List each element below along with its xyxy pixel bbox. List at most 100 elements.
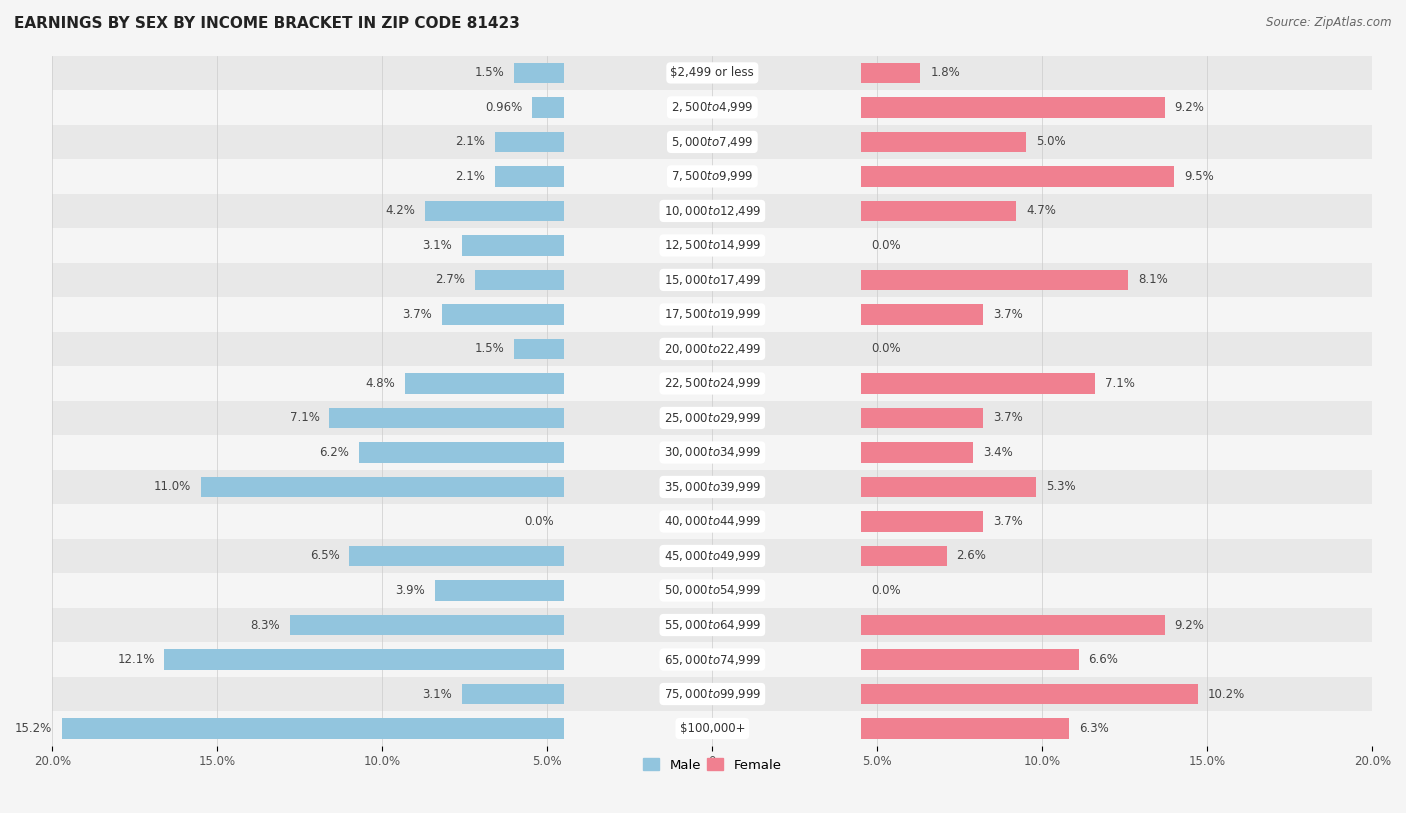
Bar xyxy=(441,304,564,325)
Bar xyxy=(52,676,1372,711)
Bar xyxy=(860,546,946,567)
Bar xyxy=(201,476,564,498)
Text: $50,000 to $54,999: $50,000 to $54,999 xyxy=(664,584,761,598)
Text: 5.3%: 5.3% xyxy=(1046,480,1076,493)
Bar xyxy=(860,649,1078,670)
Text: $10,000 to $12,499: $10,000 to $12,499 xyxy=(664,204,761,218)
Bar xyxy=(860,684,1198,704)
Text: 6.2%: 6.2% xyxy=(319,446,349,459)
Text: $7,500 to $9,999: $7,500 to $9,999 xyxy=(671,169,754,184)
Text: $35,000 to $39,999: $35,000 to $39,999 xyxy=(664,480,761,494)
Text: 3.1%: 3.1% xyxy=(422,239,451,252)
Text: 10.2%: 10.2% xyxy=(1208,688,1244,701)
Bar xyxy=(52,470,1372,504)
Bar xyxy=(515,63,564,83)
Bar xyxy=(52,573,1372,608)
Bar xyxy=(860,132,1026,152)
Bar xyxy=(495,166,564,187)
Text: 9.5%: 9.5% xyxy=(1184,170,1213,183)
Bar xyxy=(461,235,564,256)
Text: 4.2%: 4.2% xyxy=(385,204,415,217)
Text: $5,000 to $7,499: $5,000 to $7,499 xyxy=(671,135,754,149)
Bar xyxy=(860,63,921,83)
Text: 0.0%: 0.0% xyxy=(524,515,554,528)
Bar xyxy=(425,201,564,221)
Bar xyxy=(52,608,1372,642)
Bar xyxy=(52,435,1372,470)
Text: Source: ZipAtlas.com: Source: ZipAtlas.com xyxy=(1267,16,1392,29)
Text: 6.5%: 6.5% xyxy=(309,550,339,563)
Text: 3.7%: 3.7% xyxy=(993,308,1022,321)
Bar xyxy=(860,442,973,463)
Bar xyxy=(52,55,1372,90)
Bar xyxy=(52,159,1372,193)
Legend: Male, Female: Male, Female xyxy=(638,753,787,777)
Text: 8.1%: 8.1% xyxy=(1137,273,1168,286)
Text: EARNINGS BY SEX BY INCOME BRACKET IN ZIP CODE 81423: EARNINGS BY SEX BY INCOME BRACKET IN ZIP… xyxy=(14,16,520,31)
Bar xyxy=(52,228,1372,263)
Bar xyxy=(290,615,564,635)
Bar xyxy=(52,90,1372,124)
Text: 11.0%: 11.0% xyxy=(153,480,191,493)
Text: 15.2%: 15.2% xyxy=(15,722,52,735)
Text: 7.1%: 7.1% xyxy=(290,411,319,424)
Bar xyxy=(52,193,1372,228)
Bar xyxy=(495,132,564,152)
Text: $2,499 or less: $2,499 or less xyxy=(671,67,754,80)
Bar xyxy=(475,270,564,290)
Bar xyxy=(349,546,564,567)
Bar xyxy=(860,97,1164,118)
Text: $75,000 to $99,999: $75,000 to $99,999 xyxy=(664,687,761,701)
Text: 0.0%: 0.0% xyxy=(870,239,900,252)
Text: $25,000 to $29,999: $25,000 to $29,999 xyxy=(664,411,761,425)
Bar xyxy=(860,373,1095,393)
Text: $12,500 to $14,999: $12,500 to $14,999 xyxy=(664,238,761,252)
Text: 8.3%: 8.3% xyxy=(250,619,280,632)
Text: 7.1%: 7.1% xyxy=(1105,377,1135,390)
Text: 3.7%: 3.7% xyxy=(402,308,432,321)
Bar xyxy=(359,442,564,463)
Bar xyxy=(52,504,1372,539)
Text: $65,000 to $74,999: $65,000 to $74,999 xyxy=(664,653,761,667)
Text: $55,000 to $64,999: $55,000 to $64,999 xyxy=(664,618,761,632)
Bar xyxy=(52,711,1372,746)
Text: 1.8%: 1.8% xyxy=(931,67,960,80)
Text: $17,500 to $19,999: $17,500 to $19,999 xyxy=(664,307,761,321)
Text: 9.2%: 9.2% xyxy=(1174,101,1205,114)
Text: 6.6%: 6.6% xyxy=(1088,653,1118,666)
Bar xyxy=(860,166,1174,187)
Text: 1.5%: 1.5% xyxy=(475,67,505,80)
Bar xyxy=(860,270,1128,290)
Bar xyxy=(461,684,564,704)
Bar xyxy=(165,649,564,670)
Text: 0.0%: 0.0% xyxy=(870,584,900,597)
Bar xyxy=(434,580,564,601)
Text: $2,500 to $4,999: $2,500 to $4,999 xyxy=(671,101,754,115)
Text: 0.96%: 0.96% xyxy=(485,101,522,114)
Bar xyxy=(52,263,1372,298)
Bar xyxy=(515,338,564,359)
Text: $100,000+: $100,000+ xyxy=(679,722,745,735)
Text: $45,000 to $49,999: $45,000 to $49,999 xyxy=(664,549,761,563)
Bar xyxy=(860,615,1164,635)
Text: 3.7%: 3.7% xyxy=(993,515,1022,528)
Bar xyxy=(860,511,983,532)
Text: $20,000 to $22,499: $20,000 to $22,499 xyxy=(664,342,761,356)
Bar xyxy=(860,304,983,325)
Text: 3.4%: 3.4% xyxy=(983,446,1012,459)
Bar xyxy=(52,539,1372,573)
Text: 3.1%: 3.1% xyxy=(422,688,451,701)
Text: 5.0%: 5.0% xyxy=(1036,136,1066,149)
Text: 2.1%: 2.1% xyxy=(454,136,485,149)
Text: 4.8%: 4.8% xyxy=(366,377,395,390)
Text: 2.7%: 2.7% xyxy=(434,273,465,286)
Bar xyxy=(52,642,1372,676)
Bar xyxy=(860,476,1036,498)
Bar xyxy=(860,201,1017,221)
Text: 3.7%: 3.7% xyxy=(993,411,1022,424)
Bar xyxy=(52,401,1372,435)
Text: 2.1%: 2.1% xyxy=(454,170,485,183)
Bar xyxy=(405,373,564,393)
Bar xyxy=(860,718,1069,739)
Text: 4.7%: 4.7% xyxy=(1026,204,1056,217)
